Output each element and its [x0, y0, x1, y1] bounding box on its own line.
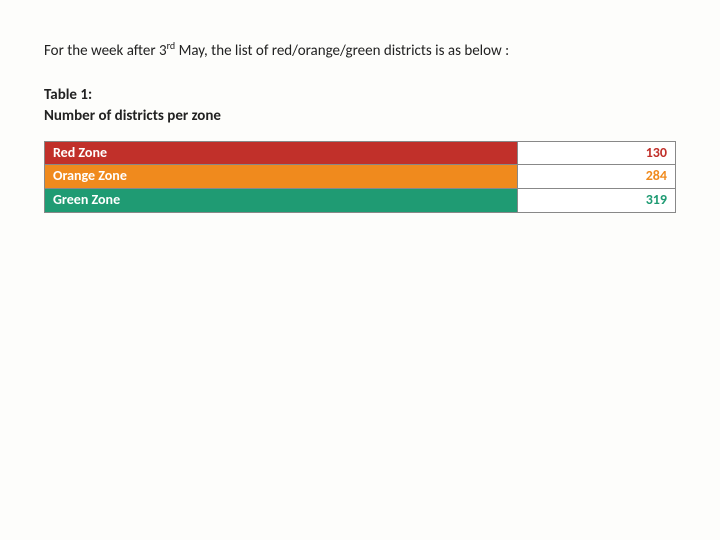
- intro-sup: rd: [167, 39, 176, 52]
- intro-text: For the week after 3rd May, the list of …: [44, 38, 676, 63]
- intro-suffix: May, the list of red/orange/green distri…: [175, 42, 509, 60]
- table-row: Green Zone 319: [45, 189, 676, 213]
- table-row: Orange Zone 284: [45, 165, 676, 189]
- table-title-line2: Number of districts per zone: [44, 107, 221, 125]
- intro-prefix: For the week after 3: [44, 42, 167, 60]
- table-row: Red Zone 130: [45, 141, 676, 165]
- zone-label: Orange Zone: [45, 165, 518, 189]
- zone-value: 319: [518, 189, 676, 213]
- zone-label: Red Zone: [45, 141, 518, 165]
- table-title: Table 1: Number of districts per zone: [44, 85, 676, 127]
- zone-label: Green Zone: [45, 189, 518, 213]
- zone-value: 284: [518, 165, 676, 189]
- table-title-line1: Table 1:: [44, 86, 92, 104]
- zone-table: Red Zone 130 Orange Zone 284 Green Zone …: [44, 141, 676, 214]
- zone-value: 130: [518, 141, 676, 165]
